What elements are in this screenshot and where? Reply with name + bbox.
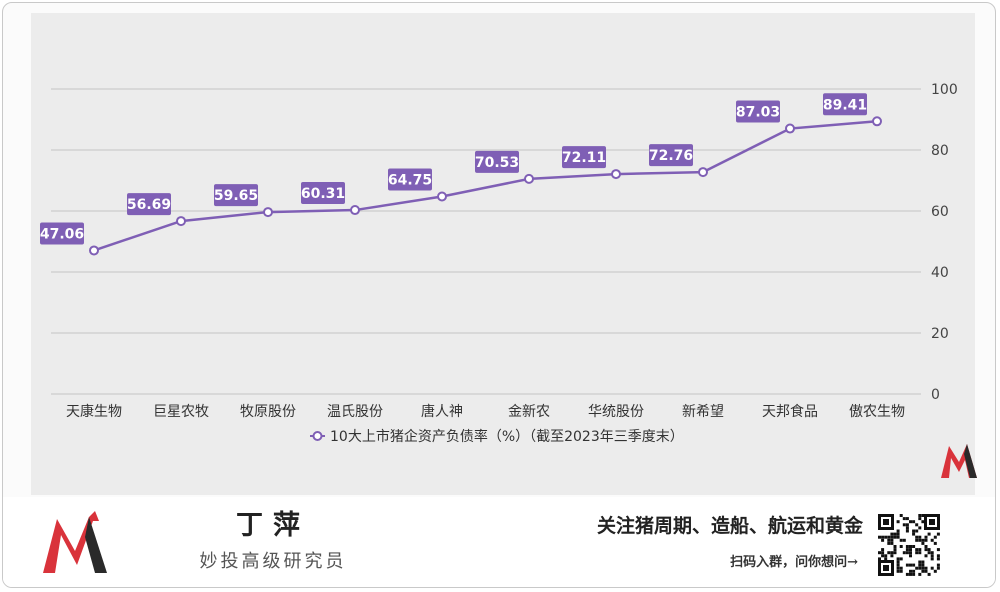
data-label: 47.06 [40,226,84,242]
data-point[interactable] [89,245,99,256]
data-label: 59.65 [214,188,258,204]
data-point[interactable] [698,167,708,178]
data-label: 60.31 [301,186,345,202]
data-point[interactable] [524,173,534,184]
data-label-box [214,184,258,207]
x-axis-tick-labels: 天康生物 巨星农牧 牧原股份 温氏股份 唐人神 金新农 华统股份 新希望 天邦食品 傲农生物 [66,403,905,420]
brand-logo-icon [43,511,107,573]
data-label-box [301,182,345,205]
x-tick-label: 牧原股份 [240,404,296,420]
data-label: 64.75 [388,173,432,189]
x-tick-label: 温氏股份 [327,404,383,420]
x-tick-label: 天康生物 [66,403,122,420]
x-tick-label: 唐人神 [421,403,463,420]
data-point[interactable] [350,205,360,216]
data-label-box [823,93,867,116]
y-tick-label: 20 [931,326,949,342]
data-label: 87.03 [736,105,780,121]
data-point[interactable] [263,207,273,218]
qr-code-icon[interactable] [877,513,941,577]
data-label: 89.41 [823,97,867,113]
data-label: 72.76 [649,148,693,164]
author-title: 妙投高级研究员 [199,551,347,572]
data-point[interactable] [785,123,795,134]
data-label-box [127,193,171,216]
x-tick-label: 傲农生物 [849,404,905,420]
y-tick-label: 60 [931,204,949,220]
data-point[interactable] [176,216,186,227]
data-label-box [736,100,780,123]
series-line [93,120,878,252]
series-line-layer: 47.06 56.69 59.65 60.31 64.75 70.53 72.11 72.76… [40,93,882,256]
footer-banner: 丁萍 妙投高级研究员 关注猪周期、造船、航运和黄金 扫码入群，问你想问→ [3,497,995,587]
data-label-box [649,144,693,167]
legend-marker [312,431,323,441]
data-label: 72.11 [562,150,606,166]
author-name: 丁萍 [236,510,310,541]
x-tick-label: 金新农 [508,404,550,420]
grid-lines [51,88,921,395]
y-axis-tick-labels: 0 20 40 60 80 100 [931,82,958,403]
data-label-box [475,150,519,173]
data-label: 70.53 [475,155,519,171]
brand-logo-small-icon [941,444,977,478]
x-tick-label: 华统股份 [588,404,644,420]
y-tick-label: 100 [931,82,958,98]
data-point[interactable] [872,116,882,127]
y-tick-label: 40 [931,265,949,281]
data-label: 56.69 [127,197,171,213]
scan-qr-cta: 扫码入群，问你想问→ [730,555,858,570]
slogan-text: 关注猪周期、造船、航运和黄金 [596,515,863,537]
data-label-box [388,168,432,191]
data-point[interactable] [437,191,447,202]
line-chart: 0 20 40 60 80 100 天康生物 巨星农牧 牧原股份 温氏股份 唐人神 金新农 华统股份 新… [40,82,958,445]
y-tick-label: 0 [931,387,940,403]
x-tick-label: 天邦食品 [762,403,818,420]
legend[interactable]: 10大上市猪企资产负债率（%）（截至2023年三季度末） [310,428,684,445]
legend-label: 10大上市猪企资产负债率（%）（截至2023年三季度末） [330,428,684,445]
data-point[interactable] [611,169,621,180]
x-tick-label: 新希望 [682,404,724,420]
data-label-box [562,146,606,169]
chart-panel: 0 20 40 60 80 100 天康生物 巨星农牧 牧原股份 温氏股份 唐人神 金新农 华统股份 新… [31,13,977,495]
y-tick-label: 80 [931,143,949,159]
x-tick-label: 巨星农牧 [153,404,209,420]
data-label-box [40,222,84,245]
